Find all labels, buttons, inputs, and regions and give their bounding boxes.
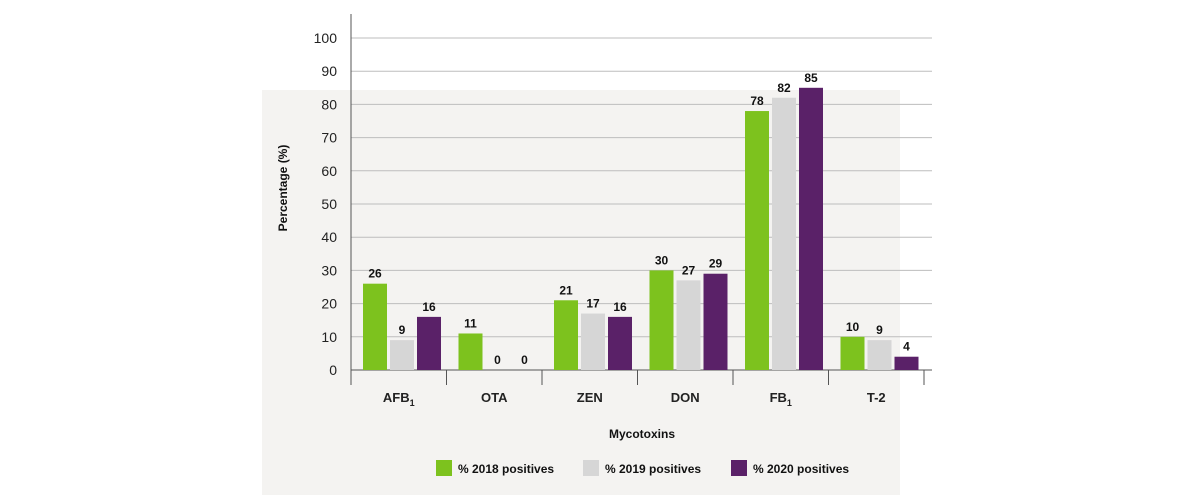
y-tick-label: 100 (314, 30, 338, 46)
legend: % 2018 positives % 2019 positives % 2020 p… (436, 460, 849, 476)
bar-fb1-series-1 (745, 111, 769, 370)
data-label: 10 (846, 320, 860, 334)
y-tick-label: 90 (321, 63, 337, 79)
bar-t-2-series-3 (894, 356, 919, 370)
bar-zen-series-2 (581, 313, 605, 370)
data-label: 21 (559, 283, 573, 297)
gridlines (351, 37, 932, 338)
category-label: OTA (481, 390, 508, 405)
y-tick-label: 0 (329, 362, 337, 378)
y-axis-title: Percentage (%) (276, 145, 290, 232)
bar-t-2-series-2 (867, 340, 892, 370)
bar-ota-series-1 (458, 333, 483, 370)
data-label: 29 (709, 257, 723, 271)
y-tick-label: 60 (321, 163, 337, 179)
category-labels: AFB1 OTA ZEN DON FB1 T-2 (350, 370, 925, 408)
y-tick-label: 30 (321, 262, 337, 278)
legend-label-3: % 2020 positives (753, 462, 849, 476)
bar-t-2-series-1 (840, 336, 865, 370)
category-label: T-2 (867, 390, 886, 405)
x-axis-title: Mycotoxins (609, 427, 675, 441)
legend-swatch-2 (583, 460, 599, 476)
bar-zen-series-3 (608, 316, 632, 370)
data-label: 11 (464, 316, 477, 330)
data-label: 0 (521, 353, 528, 367)
y-tick-label: 80 (321, 96, 337, 112)
bar-fb1-series-3 (799, 87, 823, 371)
y-axis-ticks: 0 10 20 30 40 50 60 70 80 90 100 (314, 30, 338, 378)
data-label: 16 (613, 300, 627, 314)
data-label: 17 (586, 297, 600, 311)
bar-zen-series-1 (554, 300, 578, 370)
bar-don-series-3 (703, 273, 728, 370)
bar-afb1-series-3 (417, 316, 441, 370)
legend-swatch-3 (731, 460, 747, 476)
category-label: DON (671, 390, 700, 405)
data-label: 9 (399, 323, 406, 337)
data-label: 78 (750, 94, 764, 108)
data-label: 16 (422, 300, 436, 314)
bar-afb1-series-2 (390, 340, 414, 370)
y-tick-label: 40 (321, 229, 337, 245)
category-label: AFB1 (383, 390, 415, 408)
data-label: 30 (655, 253, 669, 267)
legend-label-2: % 2019 positives (605, 462, 701, 476)
y-tick-label: 70 (321, 130, 337, 146)
data-label: 27 (682, 263, 696, 277)
bar-afb1-series-1 (363, 283, 387, 370)
bar-don-series-1 (649, 270, 674, 370)
y-tick-label: 20 (321, 296, 337, 312)
data-label: 26 (368, 267, 382, 281)
category-label: FB1 (770, 390, 792, 408)
legend-swatch-1 (436, 460, 452, 476)
data-label: 85 (804, 71, 818, 85)
data-label: 9 (876, 323, 883, 337)
legend-label-1: % 2018 positives (458, 462, 554, 476)
y-tick-label: 10 (321, 329, 337, 345)
bar-fb1-series-2 (772, 97, 796, 370)
category-label: ZEN (577, 390, 603, 405)
data-label: 82 (777, 81, 791, 95)
bar-don-series-2 (676, 280, 701, 370)
bars (363, 87, 919, 371)
data-label: 0 (494, 353, 501, 367)
data-label: 4 (903, 340, 910, 354)
data-labels: 26 9 16 11 0 0 21 17 16 30 27 29 78 82 85 10 9 4 (368, 71, 910, 367)
y-tick-label: 50 (321, 196, 337, 212)
